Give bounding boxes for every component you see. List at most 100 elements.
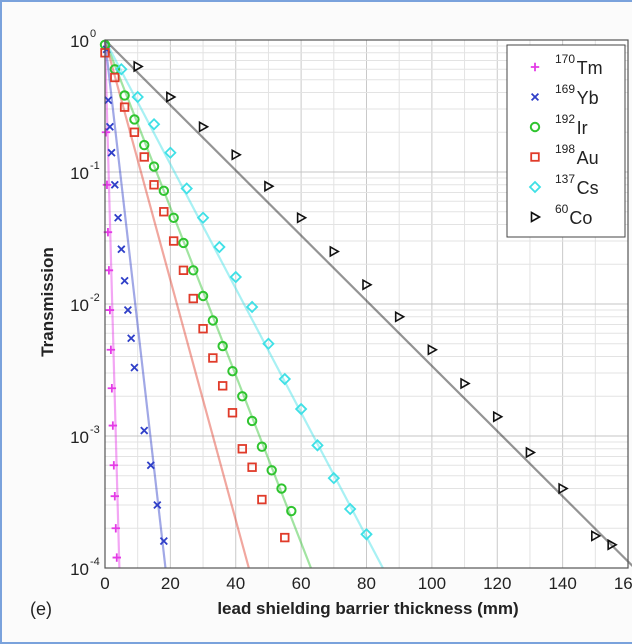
fit-line-tm [103,39,121,569]
data-point-au [280,532,290,543]
data-point-yb [104,96,113,105]
legend-mass-number: 198 [555,142,575,156]
data-point-co [558,482,569,495]
data-point-au [257,494,267,505]
data-point-au [110,72,120,83]
data-point-co [166,91,177,103]
data-point-au [119,102,130,112]
data-point-au [208,353,218,363]
data-point-au [178,265,189,276]
data-point-yb [146,461,155,470]
legend-marker-cs [528,180,542,194]
data-point-co [427,343,439,356]
data-point-cs [278,372,292,386]
data-point-au [168,236,179,246]
data-point-tm [102,180,112,189]
data-point-tm [107,384,117,393]
data-point-ir [168,212,179,223]
fit-line-au [103,39,250,569]
plot-area-border [104,39,629,569]
legend-marker-co [530,211,542,223]
data-point-co [329,245,340,258]
data-point-tm [104,266,114,275]
data-point-cs [229,270,243,284]
panel-label: (e) [30,599,52,619]
x-tick-label: 80 [357,574,376,593]
data-point-ir [246,415,258,427]
fit-line-ir [103,39,312,569]
data-point-cs [262,337,275,351]
data-point-co [133,60,144,73]
data-point-cs [147,117,161,131]
y-tick-exponent: 0 [90,28,96,40]
data-point-yb [127,334,136,343]
data-point-ir [276,483,287,494]
x-tick-label: 40 [226,574,245,593]
data-point-yb [153,500,162,510]
data-point-ir [286,505,297,517]
x-tick-label: 140 [548,574,576,593]
data-point-co [591,530,602,542]
legend-label: Cs [577,178,599,198]
legend-marker-yb [530,92,540,102]
y-tick-exponent: -3 [90,424,100,436]
data-point-co [198,120,210,133]
data-points [99,39,618,562]
data-point-co [525,446,537,459]
legend-mass-number: 169 [555,82,575,96]
x-tick-label: 160 [614,574,632,593]
data-point-yb [123,306,132,315]
data-point-au [217,381,228,391]
data-point-cs [180,182,193,195]
legend-mass-number: 170 [555,52,575,66]
data-point-au [149,180,159,190]
data-point-tm [110,491,120,501]
legend-box [506,44,626,238]
data-point-yb [114,213,123,222]
y-tick-label: 10 [70,164,89,183]
data-point-ir [119,90,130,101]
data-point-au [237,444,247,454]
axis-ticks: 02040608010012014016010010-110-210-310-4 [70,28,632,593]
data-point-tm [111,524,120,533]
data-point-au [188,293,198,304]
data-point-ir [129,114,140,125]
data-point-tm [108,421,118,430]
data-point-ir [158,185,170,197]
data-point-co [492,410,504,423]
data-point-yb [107,148,116,157]
data-point-au [198,323,208,334]
y-tick-exponent: -1 [90,160,100,172]
data-point-cs [343,502,357,516]
data-point-ir [256,441,268,452]
data-point-ir [139,139,150,151]
data-point-co [264,180,275,193]
data-point-cs [131,90,144,104]
data-point-yb [130,363,139,372]
data-point-ir [237,391,248,402]
data-point-au [227,408,238,418]
legend-mass-number: 137 [555,172,575,186]
data-point-cs [360,528,373,541]
x-tick-label: 100 [418,574,446,593]
y-tick-label: 10 [70,560,89,579]
data-point-cs [311,439,324,452]
legend-label: Co [569,208,592,228]
x-tick-label: 60 [292,574,311,593]
data-point-ir [197,290,209,302]
data-point-tm [106,345,116,354]
x-axis-label: lead shielding barrier thickness (mm) [217,599,518,618]
data-point-ir [188,265,199,276]
data-point-co [394,310,406,323]
y-tick-label: 10 [70,32,89,51]
fit-line-co [104,39,632,568]
data-point-cs [164,146,177,159]
data-point-cs [327,471,341,485]
data-point-yb [117,245,126,254]
data-point-tm [112,553,121,562]
data-point-cs [196,211,210,225]
data-point-cs [294,402,308,416]
data-point-yb [110,180,119,189]
